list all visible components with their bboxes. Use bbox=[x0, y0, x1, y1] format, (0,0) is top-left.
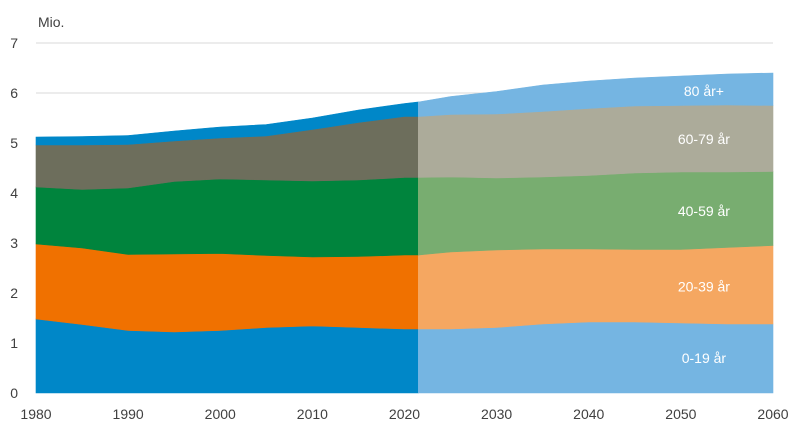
area-80-r-projection bbox=[418, 72, 774, 117]
series-labels: 0-19 år 20-39 år 40-59 år 60-79 år 80 år+ bbox=[678, 83, 730, 366]
y-tick-label: 6 bbox=[10, 85, 18, 101]
x-tick-label: 2040 bbox=[573, 406, 604, 422]
x-tick-label: 1990 bbox=[113, 406, 144, 422]
y-tick-label: 7 bbox=[10, 35, 18, 51]
x-tick-label: 2030 bbox=[481, 406, 512, 422]
y-tick-labels: 0 1 2 3 4 5 6 7 bbox=[10, 35, 18, 401]
series-label: 40-59 år bbox=[678, 203, 730, 219]
x-tick-label: 1980 bbox=[20, 406, 51, 422]
x-tick-label: 2020 bbox=[389, 406, 420, 422]
y-tick-label: 4 bbox=[10, 185, 18, 201]
area-series-group bbox=[35, 72, 774, 394]
area-20-39-r-historical bbox=[35, 243, 419, 333]
x-tick-label: 2010 bbox=[297, 406, 328, 422]
series-label: 60-79 år bbox=[678, 131, 730, 147]
y-tick-label: 1 bbox=[10, 335, 18, 351]
y-tick-label: 5 bbox=[10, 135, 18, 151]
x-tick-label: 2050 bbox=[665, 406, 696, 422]
y-axis-unit-label: Mio. bbox=[38, 14, 64, 30]
series-label: 0-19 år bbox=[682, 350, 727, 366]
series-label: 20-39 år bbox=[678, 278, 730, 294]
y-tick-label: 0 bbox=[10, 385, 18, 401]
x-tick-label: 2000 bbox=[205, 406, 236, 422]
x-tick-label: 2060 bbox=[757, 406, 788, 422]
y-tick-label: 3 bbox=[10, 235, 18, 251]
x-tick-labels: 1980 1990 2000 2010 2020 2030 2040 2050 2060 bbox=[20, 406, 788, 422]
series-label: 80 år+ bbox=[684, 83, 724, 99]
y-tick-label: 2 bbox=[10, 285, 18, 301]
